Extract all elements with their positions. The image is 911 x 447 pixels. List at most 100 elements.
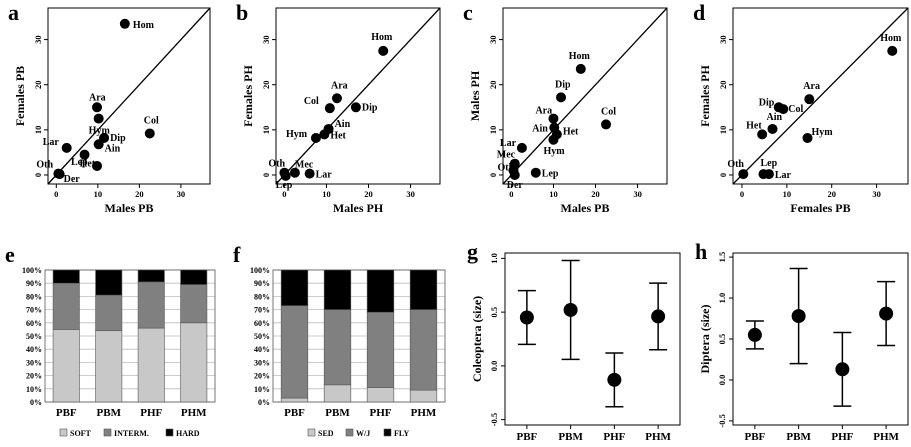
scatter-panel-b: 0 10 20 30 0 10 20 30 Males PH Females PH b Hom Ara C… [236, 0, 441, 215]
data-point [119, 18, 130, 29]
bar-segment [280, 305, 309, 399]
legend-entry: FLY [394, 429, 409, 438]
x-tick-label: 20 [135, 189, 144, 199]
y-tick-label: 40% [254, 345, 270, 354]
point-label: Oth [498, 162, 515, 173]
bar-segment [280, 397, 309, 403]
identity-line [47, 7, 211, 185]
x-tick-label: 10 [783, 189, 792, 199]
category-label: PBF [744, 431, 765, 443]
data-point [887, 45, 898, 56]
y-tick-label: 100% [22, 266, 42, 275]
point-label: Col [304, 96, 319, 107]
legend-entry: HARD [176, 429, 200, 438]
point-label: Ain [766, 112, 782, 123]
identity-line [502, 7, 668, 185]
legend-swatch [383, 428, 392, 437]
y-tick-label: 100% [250, 266, 270, 275]
x-tick-label: 20 [364, 189, 373, 199]
data-point [92, 102, 103, 113]
data-point [738, 169, 749, 180]
bar-segment [180, 269, 208, 285]
y-tick-label: 80% [26, 292, 42, 301]
point-label: Lep [542, 169, 559, 180]
bar-segment [409, 269, 438, 310]
data-point [763, 169, 774, 180]
bar-segment [323, 269, 352, 310]
y-tick-label: 70% [254, 306, 270, 315]
y-tick-label: 90% [26, 279, 42, 288]
category-label: PHM [873, 431, 899, 443]
x-tick-label: 0 [509, 189, 513, 199]
data-point [548, 134, 559, 145]
point-label: Het [746, 120, 762, 131]
point-label: Dip [555, 79, 571, 90]
y-tick-label: -0.5 [717, 414, 727, 427]
y-tick-label: 30 [488, 35, 498, 44]
category-label: PHF [831, 431, 853, 443]
x-tick-label: 10 [94, 189, 103, 199]
y-tick-label: 0 [718, 173, 728, 177]
panel-label: c [463, 0, 473, 25]
y-tick-label: 10 [261, 126, 271, 135]
data-point [516, 142, 527, 153]
y-tick-label: -0.5 [489, 413, 499, 426]
data-point [304, 168, 315, 179]
data-point [331, 93, 342, 104]
stacked-bar-panel-f: 0% 10% 20% 30% 40% 50% 60% 70% 80% 90% 100% PBF PBM P… [233, 242, 446, 438]
x-axis-label: Males PB [561, 201, 610, 215]
identity-line [275, 7, 441, 185]
stacked-bar-panel-e: 0% 10% 20% 30% 40% 50% 60% 70% 80% 90% 100% PBF PBM P… [5, 242, 216, 438]
plot-frame [502, 7, 668, 185]
category-label: PHM [411, 407, 437, 419]
y-axis-label: Females PB [13, 66, 27, 126]
data-point [556, 92, 567, 103]
point-label: Der [64, 174, 81, 185]
plot-frame [732, 7, 909, 185]
y-tick-label: 20 [261, 80, 271, 89]
category-label: PBM [786, 431, 811, 443]
legend-entry: SED [318, 429, 334, 438]
point-label: Der [507, 180, 524, 191]
x-axis-label: Females PB [790, 201, 850, 215]
data-point [601, 119, 612, 130]
bar-segment [323, 309, 352, 386]
data-point [310, 132, 321, 143]
legend-swatch [59, 428, 68, 437]
point-label: Lar [316, 170, 333, 181]
y-tick-label: 30 [718, 35, 728, 44]
y-tick-label: 0% [30, 398, 42, 407]
x-tick-label: 0 [54, 189, 58, 199]
legend-swatch [165, 428, 174, 437]
legend-swatch [345, 428, 354, 437]
bar-segment [409, 389, 438, 403]
y-axis-label: Females PH [241, 65, 255, 127]
category-label: PHM [645, 431, 671, 443]
point-label: Dip [362, 102, 378, 113]
point-label: Mec [295, 160, 314, 171]
x-tick-label: 30 [177, 189, 186, 199]
point-label: Dip [759, 97, 775, 108]
bar-segment [95, 269, 123, 296]
y-tick-label: 60% [26, 319, 42, 328]
bar-segment [323, 384, 352, 403]
data-point [575, 63, 586, 74]
plot-frame [44, 269, 216, 403]
point-label: Hym [543, 146, 565, 157]
y-tick-label: 0 [33, 173, 43, 177]
category-label: PHM [181, 407, 207, 419]
plot-frame [272, 269, 446, 403]
x-tick-label: 20 [591, 189, 600, 199]
x-tick-label: 30 [872, 189, 881, 199]
point-label: Lar [500, 138, 517, 149]
point-label: Ara [331, 80, 348, 91]
errorbar-panel-h: -0.5 0.0 0.5 1.0 1.5 Diptera (size) PBF PBM PHF P… [695, 239, 909, 443]
point-label: Hom [569, 51, 591, 62]
data-point [93, 113, 104, 124]
point-label: Oth [36, 160, 53, 171]
x-tick-label: 20 [827, 189, 836, 199]
mean-point [835, 362, 850, 377]
category-label: PBM [97, 407, 122, 419]
data-point [324, 103, 335, 114]
data-point [289, 167, 300, 178]
